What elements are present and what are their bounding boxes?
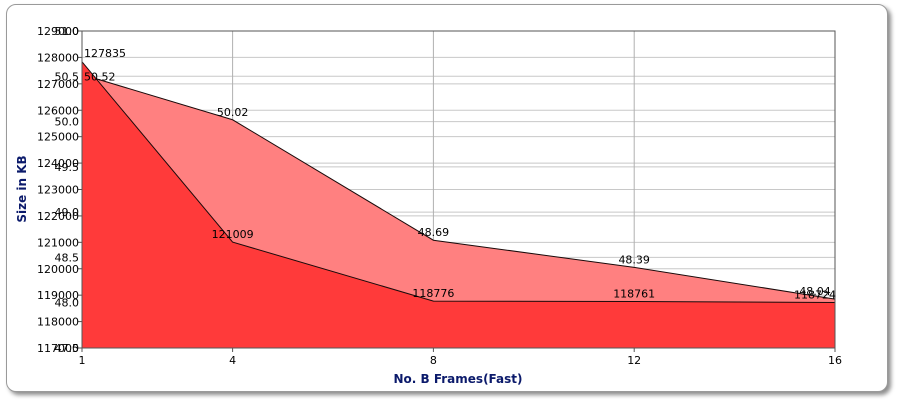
y-right-tick-label-4: 49.5: [55, 161, 80, 174]
y-axis-title: Size in KB: [15, 155, 29, 222]
y-left-tick-label-1: 118000: [37, 316, 79, 329]
data-label-s1-2: 48.69: [418, 226, 450, 239]
x-axis-title: No. B Frames(Fast): [393, 372, 522, 386]
y-right-tick-label-5: 50.0: [55, 116, 80, 129]
y-left-tick-label-4: 121000: [37, 236, 79, 249]
data-label-s0-1: 121009: [212, 228, 254, 241]
y-left-tick-label-11: 128000: [37, 51, 79, 64]
x-axis-ticks: 1 4 8 12 16: [79, 348, 842, 367]
y-axis-right-ticks: 47.5 48.0 48.5 49.0 49.5 50.0 50.5 51.0: [55, 25, 80, 355]
y-left-tick-label-2: 119000: [37, 289, 79, 302]
y-axis-left-ticks: 117000 118000 119000 120000 121000 122000 1230…: [37, 25, 82, 355]
x-tick-label-4: 16: [828, 354, 842, 367]
data-label-s1-0: 50.52: [84, 70, 116, 83]
x-tick-label-3: 12: [627, 354, 641, 367]
y-right-tick-label-2: 48.5: [55, 251, 80, 264]
y-left-tick-label-12: 129000: [37, 25, 79, 38]
data-label-s0-4: 118724: [794, 288, 836, 301]
y-right-tick-label-6: 50.5: [55, 70, 80, 83]
x-tick-label-0: 1: [79, 354, 86, 367]
x-tick-label-1: 4: [229, 354, 236, 367]
y-left-tick-label-5: 122000: [37, 210, 79, 223]
data-label-s0-0: 127835: [84, 47, 126, 60]
series-areas: [81, 61, 836, 348]
y-right-tick-label-3: 49.0: [55, 206, 80, 219]
y-left-tick-label-7: 124000: [37, 157, 79, 170]
y-right-tick-label-7: 51.0: [55, 25, 80, 38]
data-label-s0-2: 118776: [412, 287, 454, 300]
data-label-s1-1: 50.02: [217, 106, 249, 119]
data-labels: 127835 121009 118776 118761 118724 50.52 50.02…: [84, 47, 836, 302]
line-series-0: [81, 61, 836, 303]
y-left-tick-label-6: 123000: [37, 184, 79, 197]
y-left-tick-label-9: 126000: [37, 104, 79, 117]
y-right-tick-label-1: 48.0: [55, 297, 80, 310]
x-tick-label-2: 8: [430, 354, 437, 367]
y-left-tick-label-10: 127000: [37, 78, 79, 91]
y-left-tick-label-8: 125000: [37, 131, 79, 144]
y-left-tick-label-3: 120000: [37, 263, 79, 276]
data-label-s1-3: 48.39: [618, 253, 650, 266]
y-right-tick-label-0: 47.5: [55, 342, 80, 355]
y-left-tick-label-0: 117000: [37, 342, 79, 355]
data-label-s0-3: 118761: [613, 287, 655, 300]
data-label-s1-4: 48.04: [799, 285, 831, 298]
area-series-0: [82, 61, 835, 348]
line-series-1: [81, 73, 836, 300]
